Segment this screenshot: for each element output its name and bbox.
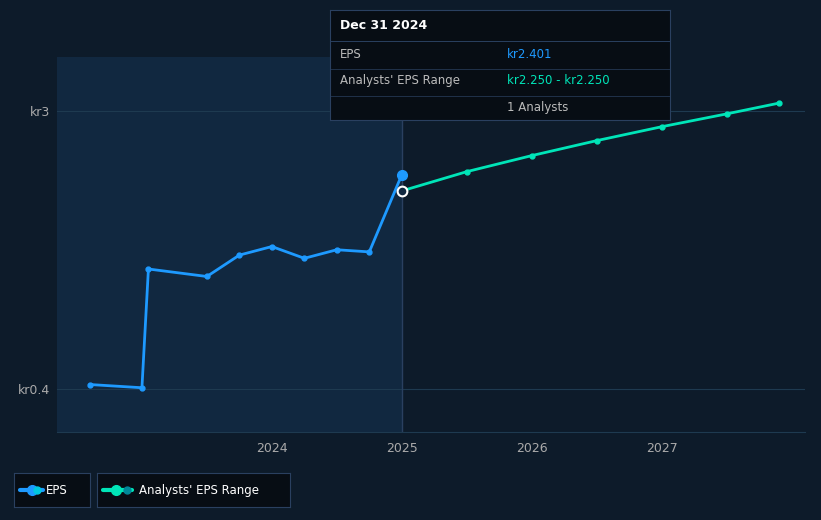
Text: EPS: EPS xyxy=(46,484,68,497)
Text: kr2.401: kr2.401 xyxy=(507,47,553,60)
Text: Dec 31 2024: Dec 31 2024 xyxy=(340,19,428,32)
Text: EPS: EPS xyxy=(340,47,362,60)
Text: kr2.250 - kr2.250: kr2.250 - kr2.250 xyxy=(507,74,609,87)
Bar xyxy=(57,57,401,432)
Text: Analysts Forecasts: Analysts Forecasts xyxy=(407,79,511,89)
Text: Analysts' EPS Range: Analysts' EPS Range xyxy=(140,484,259,497)
Text: Analysts' EPS Range: Analysts' EPS Range xyxy=(340,74,461,87)
Text: Actual: Actual xyxy=(361,79,397,89)
Text: 1 Analysts: 1 Analysts xyxy=(507,101,568,114)
